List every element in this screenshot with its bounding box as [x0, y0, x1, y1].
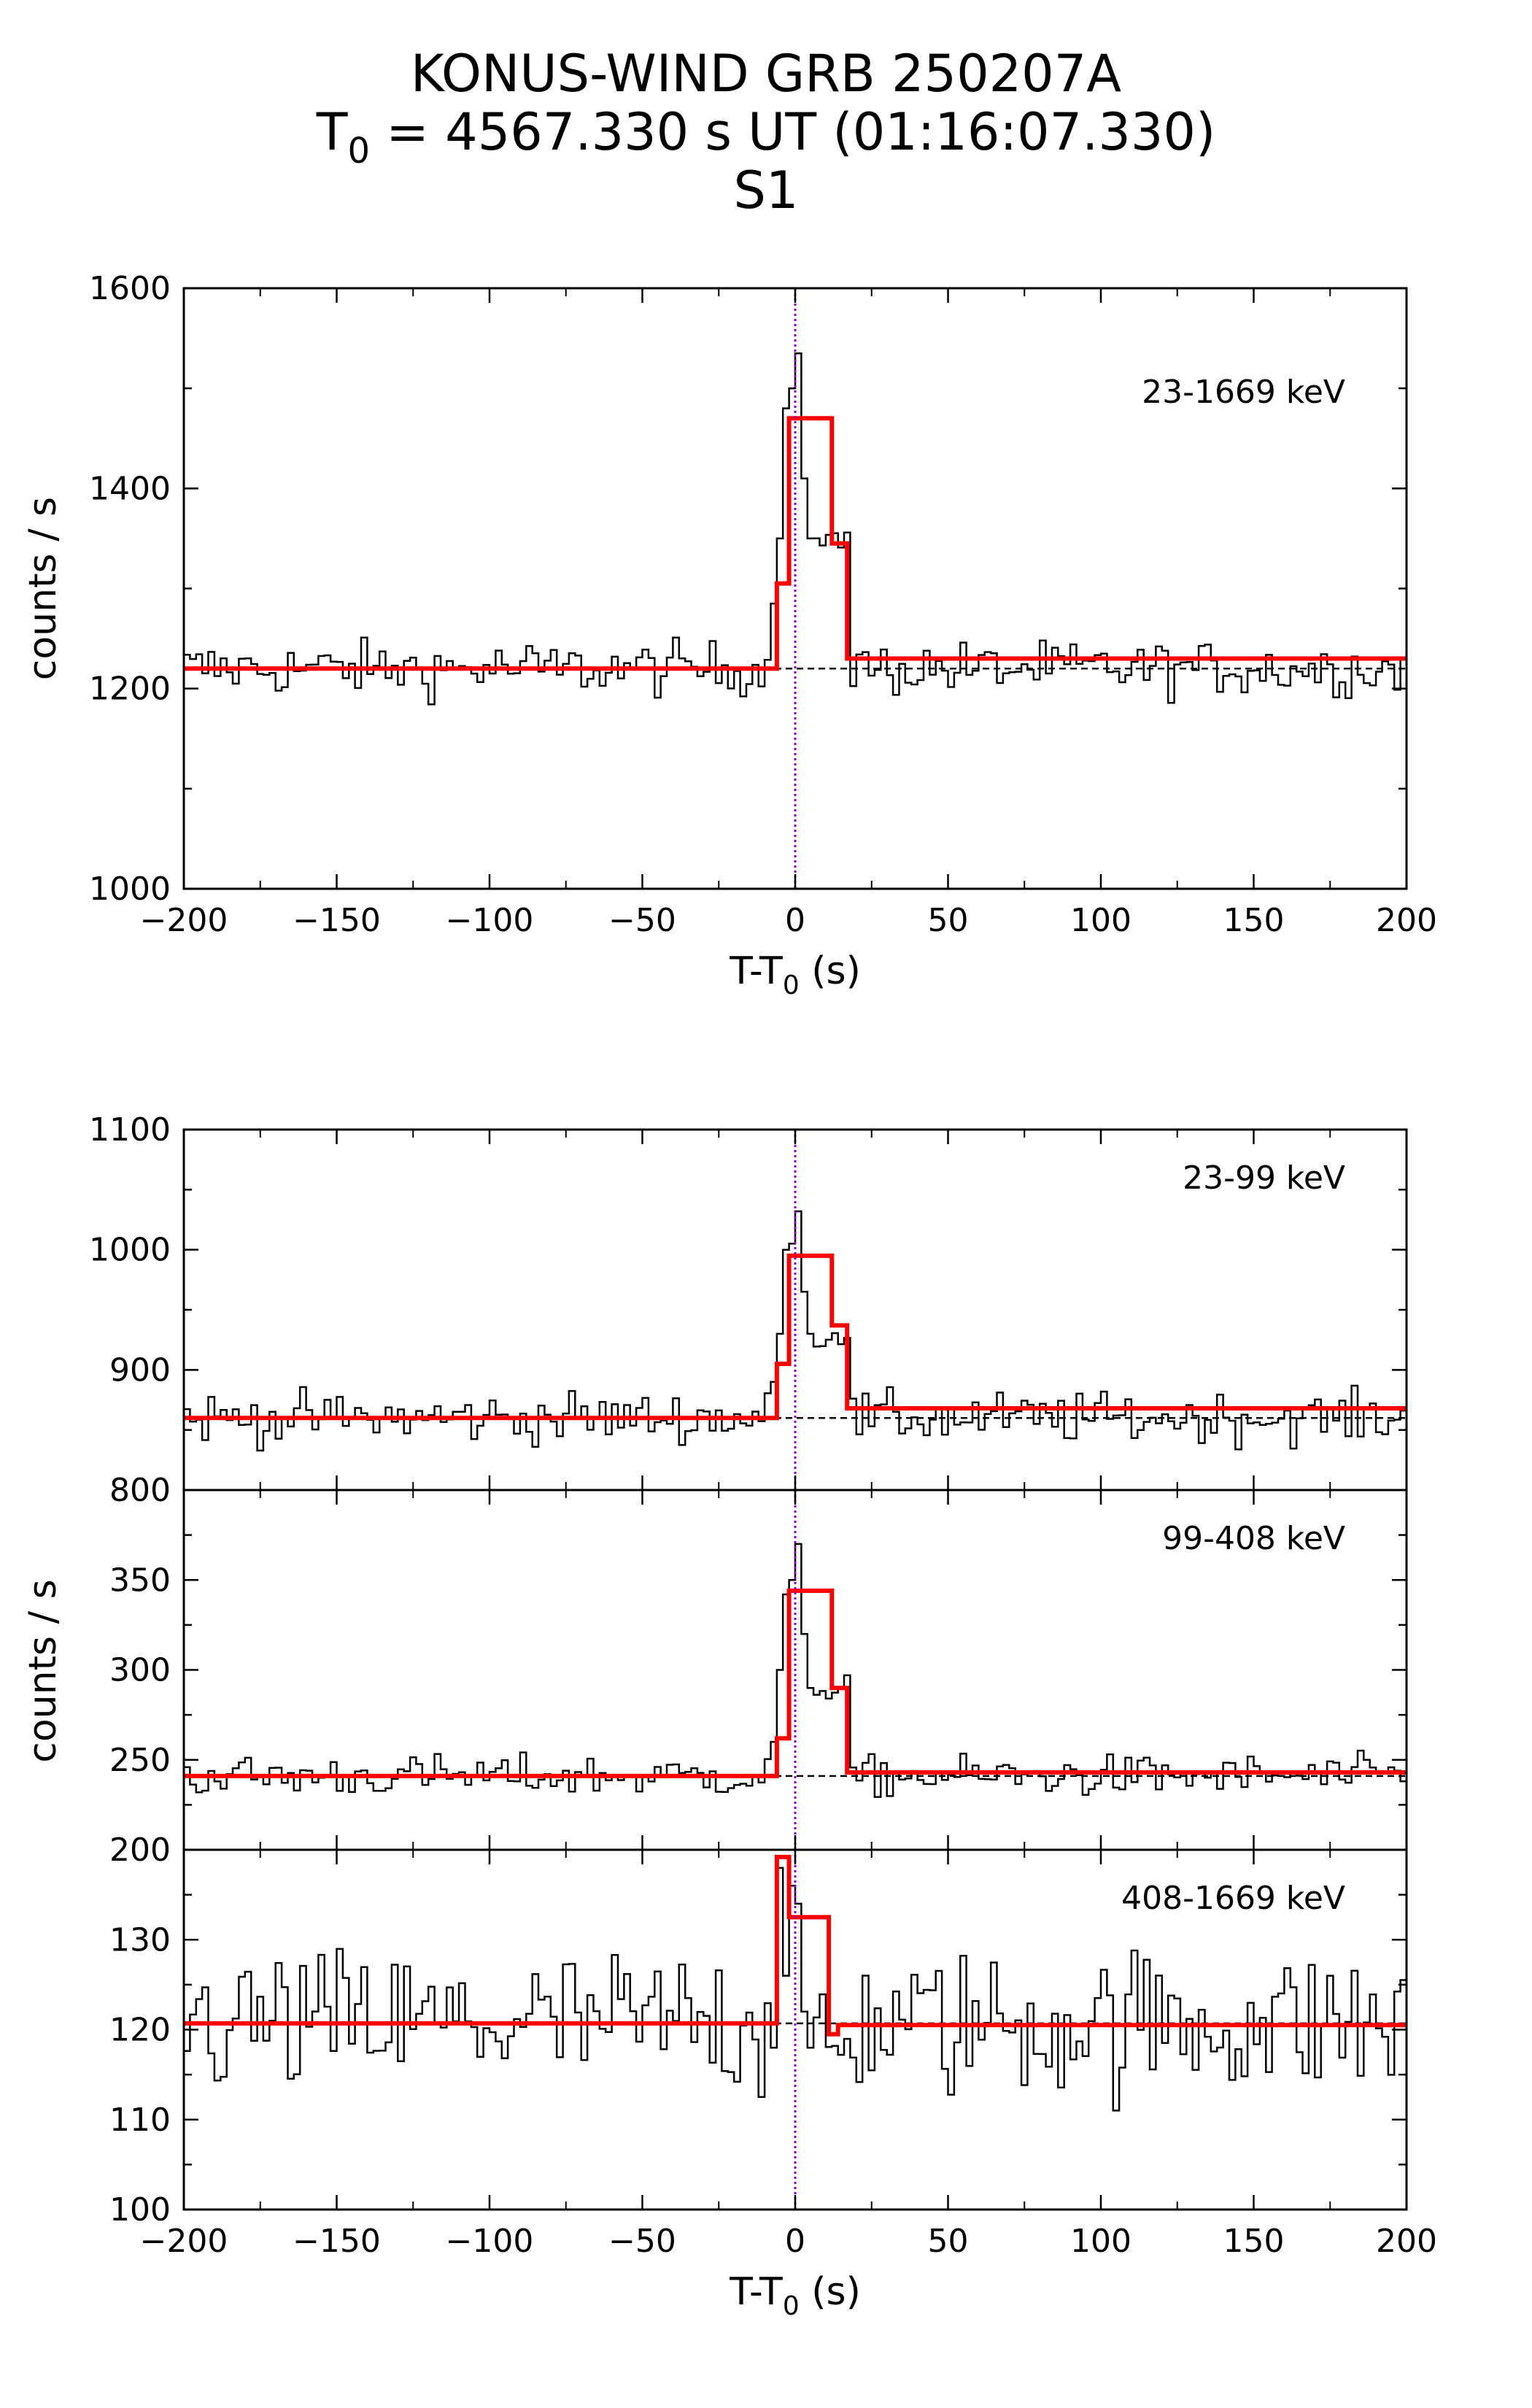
model-fit-line [184, 1253, 1407, 1421]
y-tick-label: 100 [109, 2191, 171, 2228]
x-tick-label: 0 [785, 2223, 805, 2260]
x-tick-label: −50 [608, 2223, 676, 2260]
y-tick-label: 250 [109, 1742, 171, 1779]
x-tick-label: −100 [446, 902, 534, 939]
x-tick-label: −100 [446, 2223, 534, 2260]
x-tick-label: 100 [1070, 902, 1131, 939]
y-tick-label: 900 [109, 1351, 171, 1389]
panel-bottom: −200 −150 −100 −50 0 50 100 150 200 T-T0 (s) 100 11… [109, 1848, 1437, 2321]
y-tick-label: 1100 [89, 1111, 171, 1149]
x-tick-label: −200 [140, 2223, 228, 2260]
plot-area-middle-1 [184, 1130, 1407, 1490]
x-tick-label: 150 [1223, 2223, 1285, 2260]
x-axis-label: T-T0 (s) [729, 2270, 861, 2321]
x-axis-label: T-T0 (s) [729, 949, 861, 1000]
y-tick-label: 120 [109, 2012, 171, 2049]
x-axis-label-suffix: (s) [800, 2270, 861, 2314]
panel-top: −200 −150 −100 −50 0 50 100 150 200 T-T0 (s) 1000 1… [21, 270, 1437, 1000]
y-tick-label: 1000 [89, 1232, 171, 1269]
x-tick-label: −50 [608, 902, 676, 939]
panel-middle-1: 800 900 1000 1100 23-99 keV [89, 1111, 1408, 1509]
title-line-2-suffix: = 4567.330 s UT (01:16:07.330) [370, 102, 1215, 162]
x-axis-label-prefix: T-T [729, 2270, 783, 2314]
x-tick-label: 200 [1376, 902, 1437, 939]
x-axis-label-subscript: 0 [783, 970, 800, 1000]
y-tick-label: 800 [109, 1472, 171, 1509]
x-tick-label: 150 [1223, 902, 1285, 939]
x-tick-label: −150 [293, 2223, 381, 2260]
model-fit-line [184, 1854, 1407, 2037]
x-axis-label-suffix: (s) [800, 949, 861, 993]
x-tick-label: 50 [928, 2223, 969, 2260]
title-line-1: KONUS-WIND GRB 250207A [411, 44, 1121, 104]
x-tick-label: 50 [928, 902, 969, 939]
y-tick-label: 200 [109, 1832, 171, 1869]
energy-band-label: 23-99 keV [1183, 1159, 1345, 1197]
y-tick-label: 110 [109, 2102, 171, 2139]
x-tick-label: 100 [1070, 2223, 1131, 2260]
model-fit-line [184, 1589, 1407, 1778]
plot-area-bottom [184, 1850, 1407, 2210]
energy-band-label: 99-408 keV [1162, 1520, 1345, 1557]
x-axis-label-subscript: 0 [783, 2291, 800, 2321]
y-tick-label: 350 [109, 1562, 171, 1599]
y-axis-label: counts / s [21, 1579, 65, 1762]
model-fit-line [184, 416, 1407, 671]
y-tick-label: 1200 [89, 671, 171, 708]
x-tick-label: 0 [785, 902, 805, 939]
x-axis-label-prefix: T-T [729, 949, 783, 993]
y-tick-label: 1000 [89, 871, 171, 908]
energy-band-label: 23-1669 keV [1142, 374, 1345, 411]
title-line-2-prefix: T [316, 102, 348, 162]
energy-band-label: 408-1669 keV [1121, 1880, 1345, 1917]
x-tick-label: −150 [293, 902, 381, 939]
title-line-2: T0 = 4567.330 s UT (01:16:07.330) [316, 102, 1216, 171]
x-tick-label: −200 [140, 902, 228, 939]
plot-area-top [184, 288, 1407, 889]
y-tick-label: 130 [109, 1921, 171, 1959]
x-tick-label: 200 [1376, 2223, 1437, 2260]
y-tick-label: 1400 [89, 470, 171, 507]
plot-area-middle-2 [184, 1490, 1407, 1850]
title-line-3: S1 [734, 161, 799, 220]
y-axis-label: counts / s [21, 497, 65, 680]
panel-middle-2: 200 250 300 350 99-408 keV counts / s [21, 1489, 1408, 1869]
title-line-2-subscript: 0 [347, 131, 370, 171]
data-histogram [184, 1867, 1407, 2112]
y-tick-label: 1600 [89, 270, 171, 307]
y-tick-label: 300 [109, 1652, 171, 1689]
